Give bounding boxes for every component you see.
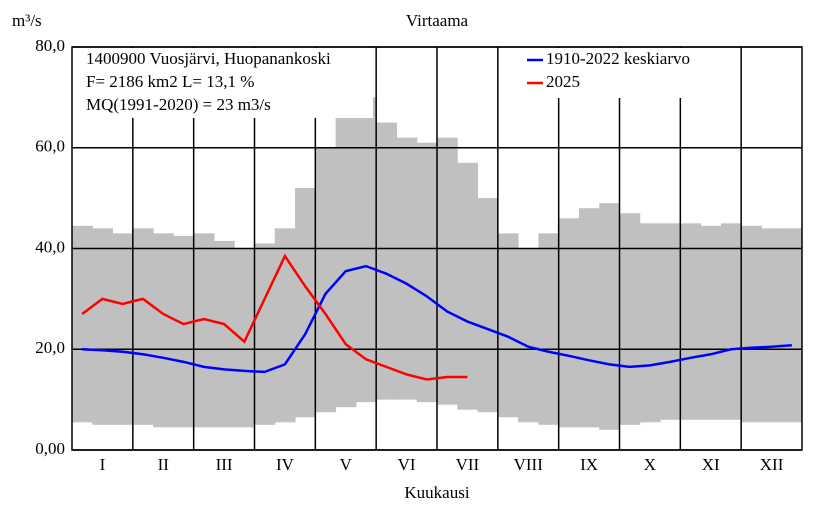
range-band (720, 223, 742, 420)
range-band (477, 198, 499, 413)
legend-box (520, 48, 740, 98)
range-band (274, 228, 296, 423)
chart-title: Virtaama (406, 11, 469, 30)
x-tick-label: III (216, 455, 233, 474)
range-band (72, 225, 93, 423)
range-band (741, 225, 762, 423)
range-band (234, 248, 255, 428)
range-band (680, 223, 702, 420)
range-band (700, 225, 722, 420)
range-band (132, 228, 154, 425)
series-line (82, 264, 792, 374)
x-tick-label: X (644, 455, 656, 474)
info-box (73, 48, 373, 118)
range-band (660, 223, 681, 420)
range-band (173, 235, 195, 428)
x-tick-label: I (100, 455, 106, 474)
x-tick-label: VI (398, 455, 416, 474)
range-band (213, 240, 235, 428)
x-tick-label: IV (276, 455, 295, 474)
x-tick-label: II (158, 455, 170, 474)
range-band (497, 233, 519, 418)
x-tick-label: V (340, 455, 353, 474)
x-tick-label: XI (702, 455, 720, 474)
range-band (538, 233, 560, 425)
range-band (335, 117, 357, 408)
range-band (92, 228, 114, 425)
annotation: F= 2186 km2 L= 13,1 % (86, 72, 254, 91)
legend-label: 1910-2022 keskiarvo (546, 49, 690, 68)
x-axis-label: Kuukausi (404, 483, 469, 502)
plot-frame (71, 46, 803, 451)
x-tick-label: XII (760, 455, 784, 474)
range-band (518, 248, 539, 423)
range-band (558, 218, 580, 428)
range-band (457, 162, 479, 410)
x-tick-label: IX (580, 455, 598, 474)
range-band (639, 223, 661, 423)
legend-label: 2025 (546, 72, 580, 91)
range-band (254, 243, 276, 425)
annotation: 1400900 Vuosjärvi, Huopanankoski (86, 49, 331, 68)
range-band (761, 228, 783, 423)
x-tick-label: VIII (514, 455, 544, 474)
range-band (578, 208, 600, 428)
range-band (781, 228, 803, 423)
range-band (416, 142, 438, 403)
range-band (153, 233, 174, 428)
y-axis-label: m³/s (12, 11, 42, 30)
range-band (376, 122, 397, 400)
y-tick-label: 60,0 (35, 137, 65, 156)
range-band (437, 137, 458, 405)
range-band (619, 213, 641, 425)
range-band (396, 137, 418, 400)
range-band (112, 233, 134, 425)
range-band (599, 203, 620, 430)
range-band (315, 147, 337, 413)
x-tick-label: VII (456, 455, 480, 474)
annotation: MQ(1991-2020) = 23 m3/s (86, 95, 271, 114)
y-tick-label: 0,00 (35, 439, 65, 458)
range-band (295, 188, 316, 418)
y-tick-label: 20,0 (35, 338, 65, 357)
y-tick-label: 40,0 (35, 237, 65, 256)
series-line (81, 253, 468, 381)
y-tick-label: 80,0 (35, 36, 65, 55)
range-band (193, 233, 215, 428)
range-band (355, 97, 377, 403)
